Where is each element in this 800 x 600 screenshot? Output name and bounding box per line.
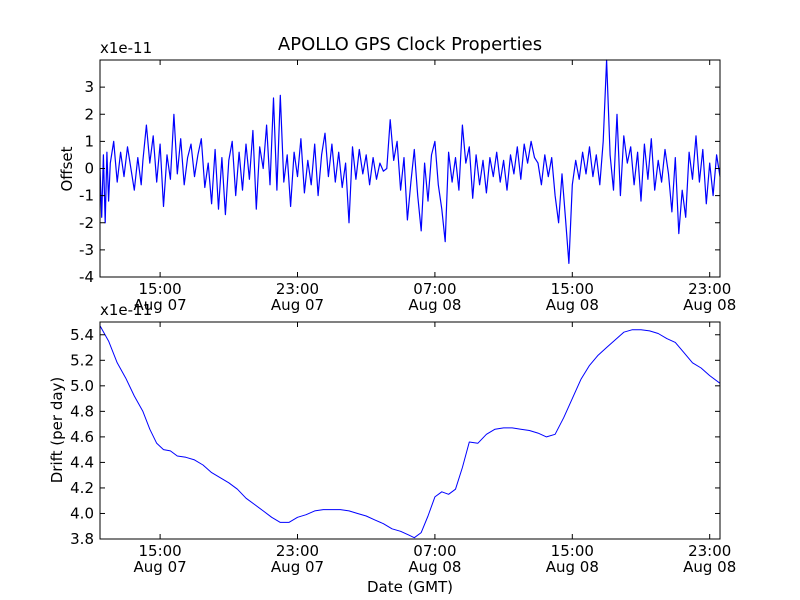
offset-panel-ylabel: Offset [58, 146, 76, 191]
drift-ytick-label: 4.6 [70, 428, 94, 446]
offset-series-line-0 [99, 59, 721, 264]
offset-ytick-label: -4 [79, 268, 94, 286]
chart-title: APOLLO GPS Clock Properties [278, 34, 542, 55]
offset-xtick-date-label: Aug 08 [546, 296, 599, 314]
offset-xtick-time-label: 15:00 [551, 280, 594, 298]
drift-panel-xlabel: Date (GMT) [367, 578, 453, 596]
drift-series-line-0 [99, 325, 721, 539]
offset-xtick-date-label: Aug 07 [134, 296, 187, 314]
drift-xtick-time-label: 15:00 [551, 542, 594, 560]
offset-xtick-time-label: 23:00 [276, 280, 319, 298]
drift-xtick-date-label: Aug 07 [271, 558, 324, 576]
drift-panel-ylabel: Drift (per day) [48, 377, 66, 484]
offset-panel-exponent-label: x1e-11 [100, 39, 152, 57]
drift-ytick-label: 4.2 [70, 479, 94, 497]
offset-ytick-label: 1 [84, 132, 94, 150]
drift-ytick-label: 5.2 [70, 351, 94, 369]
offset-xtick-time-label: 07:00 [413, 280, 456, 298]
drift-ytick-label: 4.0 [70, 504, 94, 522]
drift-xtick-date-label: Aug 07 [134, 558, 187, 576]
offset-ytick-label: -1 [79, 187, 94, 205]
offset-xtick-date-label: Aug 07 [271, 296, 324, 314]
drift-panel: x1e-11 Drift (per day) Date (GMT) 3.8 4.0… [48, 301, 736, 596]
offset-ytick-label: 2 [84, 105, 94, 123]
drift-axes-frame [99, 321, 721, 540]
drift-xtick-date-label: Aug 08 [546, 558, 599, 576]
drift-ytick-label: 5.4 [70, 326, 94, 344]
drift-xtick-date-label: Aug 08 [408, 558, 461, 576]
drift-xtick-time-label: 23:00 [276, 542, 319, 560]
drift-ytick-label: 3.8 [70, 530, 94, 548]
drift-panel-exponent-label: x1e-11 [100, 301, 152, 319]
drift-xtick-date-label: Aug 08 [683, 558, 736, 576]
offset-xtick-time-label: 15:00 [138, 280, 181, 298]
offset-ytick-label: 3 [84, 78, 94, 96]
drift-xtick-time-label: 15:00 [138, 542, 181, 560]
drift-ytick-label: 4.4 [70, 453, 94, 471]
drift-xtick-time-label: 07:00 [413, 542, 456, 560]
drift-xtick-time-label: 23:00 [688, 542, 731, 560]
offset-ytick-label: -3 [79, 241, 94, 259]
offset-xtick-date-label: Aug 08 [408, 296, 461, 314]
offset-xtick-date-label: Aug 08 [683, 296, 736, 314]
offset-ytick-label: -2 [79, 214, 94, 232]
offset-ytick-label: 0 [84, 160, 94, 178]
drift-ytick-label: 4.8 [70, 402, 94, 420]
drift-ytick-label: 5.0 [70, 377, 94, 395]
offset-xtick-time-label: 23:00 [688, 280, 731, 298]
